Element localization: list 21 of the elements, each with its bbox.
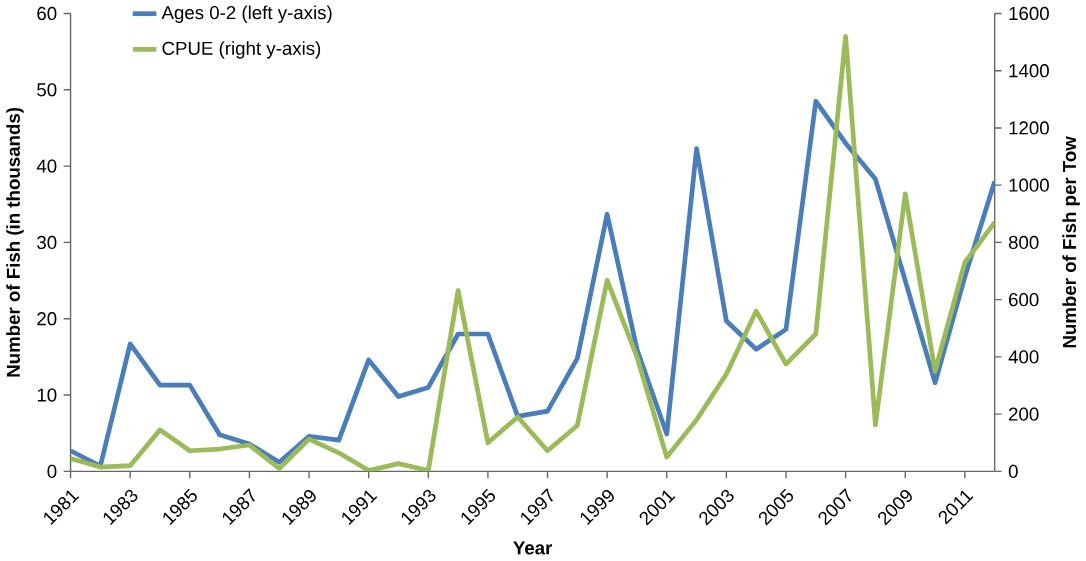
y-tick-label: 20 [37, 312, 57, 326]
y2-tick-label: 800 [1008, 235, 1039, 250]
y2-axis-title: Number of Fish per Tow [1062, 136, 1080, 348]
x-axis-title: Year [513, 541, 553, 555]
y-tick-label: 40 [36, 159, 57, 173]
y2-tick-label: 1000 [1009, 178, 1049, 192]
y-tick-label: 30 [37, 235, 57, 250]
y2-tick-label: 1600 [1009, 6, 1049, 21]
y2-tick-label: 600 [1009, 293, 1039, 307]
y-tick-label: 0 [47, 464, 57, 479]
y2-tick-label: 200 [1009, 407, 1039, 421]
y2-tick-label: 1200 [1009, 121, 1049, 135]
y2-tick-label: 1400 [1009, 64, 1049, 78]
y-tick-label: 50 [37, 83, 57, 97]
y2-tick-label: 0 [1008, 464, 1018, 479]
y-axis-title: Number of Fish (in thousands) [6, 108, 24, 377]
y-tick-label: 10 [37, 388, 57, 402]
legend-label: Ages 0-2 (left y-axis) [161, 5, 332, 24]
legend-label: CPUE (right y-axis) [162, 41, 321, 59]
y-tick-label: 60 [37, 6, 57, 21]
y2-tick-label: 400 [1008, 350, 1039, 364]
